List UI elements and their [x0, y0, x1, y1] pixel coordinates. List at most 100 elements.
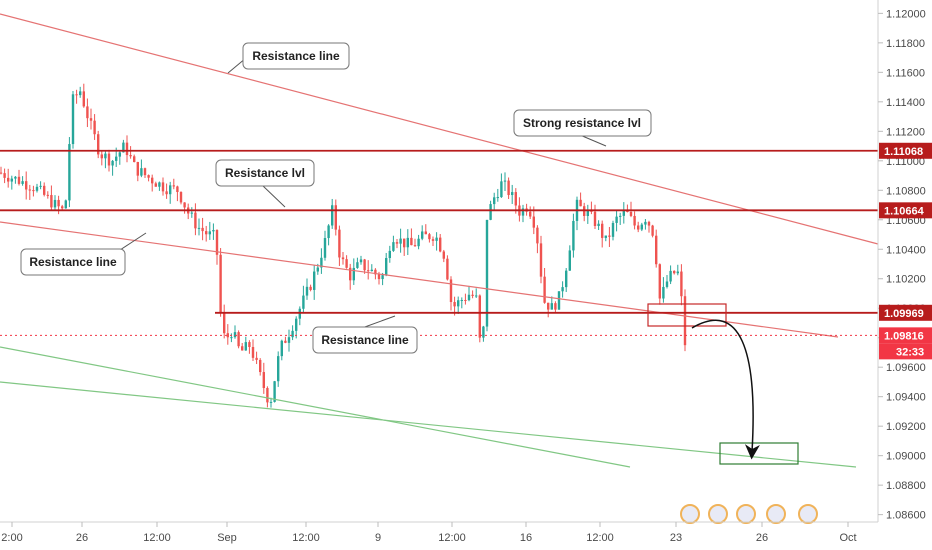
candle: [669, 265, 672, 285]
annotation-resistance-line-mid[interactable]: Resistance line: [312, 315, 418, 354]
candle: [428, 232, 431, 243]
candle: [226, 324, 229, 345]
candle: [637, 221, 640, 233]
candle: [615, 210, 618, 232]
candle: [539, 235, 543, 284]
support-trendline-green-1[interactable]: [0, 346, 631, 468]
breakdown-zone-box[interactable]: [647, 303, 727, 327]
candle: [608, 226, 611, 247]
candle: [104, 150, 107, 169]
annotation-resistance-line-top[interactable]: Resistance line: [227, 42, 350, 74]
support-trendline-green-2[interactable]: [0, 381, 857, 468]
candle: [140, 159, 143, 178]
candle: [323, 230, 327, 261]
candle: [356, 257, 359, 269]
x-tick-label: 12:00: [143, 532, 171, 544]
candle: [327, 224, 330, 246]
candle: [165, 183, 168, 199]
price-tag-label: 1.09969: [884, 308, 924, 320]
annotation-resistance-lvl[interactable]: Resistance lvl: [215, 159, 315, 208]
candle: [410, 228, 413, 246]
candle: [640, 222, 643, 232]
x-tick-label: 26: [756, 532, 768, 544]
candle: [406, 229, 409, 256]
y-tick-label: 1.09200: [886, 421, 926, 433]
candle: [43, 182, 46, 197]
projection-arrow[interactable]: [691, 319, 760, 460]
y-tick-label: 1.11600: [886, 67, 925, 79]
candle: [388, 245, 391, 263]
candle: [644, 219, 647, 230]
candle: [683, 289, 687, 352]
candle: [129, 146, 132, 159]
candle: [143, 167, 147, 179]
candle: [403, 238, 406, 256]
candle: [421, 225, 424, 241]
candle: [10, 175, 13, 190]
annotation-resistance-line-left[interactable]: Resistance line: [20, 232, 147, 276]
candle: [305, 278, 309, 300]
candle: [241, 342, 244, 351]
candle: [352, 258, 355, 285]
candle: [633, 211, 636, 230]
candle: [201, 217, 204, 241]
candle: [338, 225, 341, 266]
time-axis[interactable]: 2:00 26 12:00 Sep 12:00 9 12:00 16 12:00 23 26 Oct: [0, 521, 878, 544]
candle: [14, 176, 17, 184]
candle: [449, 276, 453, 311]
candle: [680, 264, 683, 306]
candle: [334, 199, 337, 236]
candle: [53, 195, 57, 210]
candle: [349, 263, 352, 290]
resistance-trendline-upper[interactable]: [0, 13, 879, 245]
candle: [35, 183, 39, 193]
candle: [662, 277, 665, 303]
candle: [86, 98, 89, 128]
candle: [194, 203, 197, 236]
candle: [568, 245, 571, 271]
candle: [208, 221, 211, 240]
y-tick-label: 1.10400: [886, 244, 926, 256]
candle: [176, 185, 179, 202]
price-tag-label: 1.09816: [884, 330, 924, 342]
resistance-trendline-lower[interactable]: [0, 221, 839, 338]
candle: [248, 340, 251, 354]
candle: [550, 296, 553, 310]
candle: [295, 316, 298, 339]
candle: [431, 236, 435, 246]
y-tick-label: 1.09600: [886, 362, 926, 374]
candle: [413, 238, 417, 247]
candle: [262, 362, 265, 394]
candle: [161, 177, 165, 196]
price-tag-label: 1.10664: [884, 205, 925, 217]
price-tag: [879, 304, 932, 321]
candle: [363, 258, 366, 274]
candle: [647, 220, 651, 233]
candle: [133, 154, 136, 163]
y-tick-label: 1.12000: [886, 8, 926, 20]
candle: [71, 90, 75, 149]
price-axis[interactable]: 1.12000 1.11800 1.11600 1.11400 1.11200 1.110…: [877, 0, 932, 550]
candle: [21, 176, 24, 186]
y-tick-label: 1.09400: [886, 392, 926, 404]
candle: [269, 397, 273, 408]
target-zone-box[interactable]: [719, 442, 799, 465]
candle: [172, 178, 175, 190]
annotation-strong-resistance[interactable]: Strong resistance lvl: [513, 109, 652, 147]
candle: [651, 224, 654, 238]
candle: [547, 302, 550, 318]
candle: [424, 224, 427, 235]
candle: [244, 336, 247, 351]
candle: [475, 288, 478, 299]
countdown-label: 32:33: [896, 346, 924, 358]
x-tick-label: Oct: [839, 532, 856, 544]
annotation-text: Resistance lvl: [225, 166, 305, 180]
candle: [579, 192, 582, 207]
economic-event-icons[interactable]: [680, 504, 818, 524]
annotation-text: Resistance line: [252, 49, 340, 63]
candle: [287, 329, 291, 352]
price-tag-label: 1.11068: [884, 146, 923, 158]
price-tag: [879, 142, 932, 159]
y-tick-label: 1.11200: [886, 126, 925, 138]
